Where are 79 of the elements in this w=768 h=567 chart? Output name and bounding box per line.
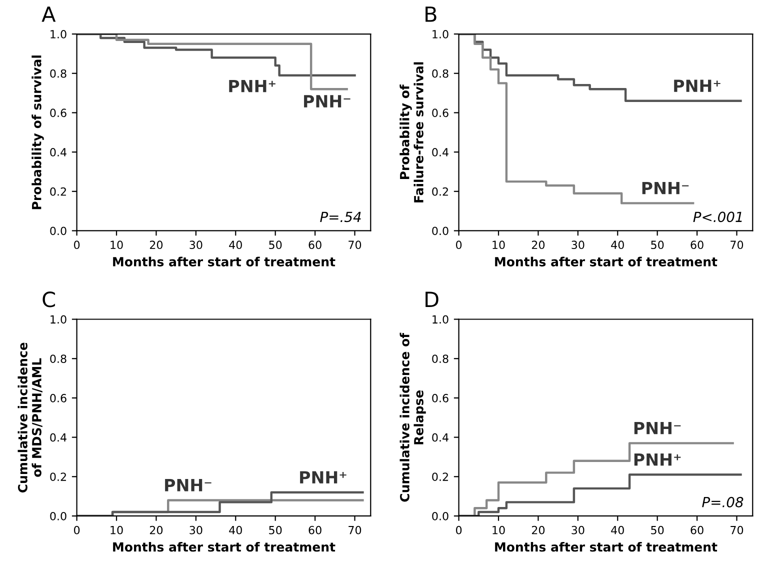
x-tick-label: 20	[532, 240, 545, 250]
x-tick-label: 0	[456, 240, 462, 250]
y-axis-title: Probability of Failure-free survival	[400, 62, 424, 202]
y-tick-label: 0.2	[432, 472, 448, 482]
y-tick-label: 0.0	[50, 226, 66, 236]
y-tick-label: 0.2	[50, 187, 66, 196]
annotation: P=.08	[702, 496, 744, 508]
x-tick-label: 50	[651, 240, 664, 250]
x-tick-label: 30	[572, 526, 584, 534]
y-tick-label: 0.0	[432, 512, 448, 520]
y-tick-label: 1.0	[432, 315, 448, 324]
y-tick-label: 0.2	[432, 187, 448, 196]
chart-title: D	[426, 292, 438, 307]
x-tick-label: 60	[308, 526, 322, 534]
annotation: PNH⁻	[634, 422, 681, 434]
x-tick-label: 20	[532, 526, 545, 534]
x-tick-label: 0	[74, 240, 80, 250]
x-tick-label: 10	[110, 240, 123, 250]
y-tick-label: 0.2	[50, 472, 66, 482]
x-tick-label: 30	[190, 240, 202, 250]
annotation: PNH⁺	[634, 453, 681, 466]
x-tick-label: 60	[308, 240, 322, 250]
y-tick-label: 1.0	[50, 30, 66, 38]
x-tick-label: 50	[651, 526, 664, 534]
x-tick-label: 20	[150, 526, 163, 534]
x-tick-label: 10	[492, 240, 505, 250]
x-tick-label: 50	[269, 526, 282, 534]
y-axis-title: Cumulative incidence of MDS/PNH/AML	[18, 342, 42, 493]
chart-title: A	[42, 6, 56, 22]
x-tick-label: 50	[269, 240, 282, 250]
annotation: PNH⁺	[300, 471, 346, 484]
y-tick-label: 0.8	[432, 69, 448, 78]
x-tick-label: 70	[348, 526, 362, 534]
x-axis-title: Months after start of treatment	[113, 542, 336, 552]
x-tick-label: 60	[690, 240, 704, 250]
y-tick-label: 0.0	[432, 226, 448, 236]
x-tick-label: 30	[572, 240, 584, 250]
y-tick-label: 0.6	[50, 394, 66, 402]
x-axis-title: Months after start of treatment	[113, 256, 336, 266]
y-tick-label: 1.0	[50, 315, 66, 324]
annotation: PNH⁺	[229, 80, 276, 92]
x-tick-label: 70	[730, 526, 744, 534]
x-tick-label: 30	[190, 526, 202, 534]
y-tick-label: 0.6	[432, 108, 448, 118]
x-tick-label: 10	[492, 526, 505, 534]
y-tick-label: 0.4	[50, 148, 66, 156]
annotation: PNH⁻	[642, 182, 689, 194]
y-tick-label: 0.8	[50, 354, 66, 363]
x-tick-label: 10	[110, 526, 123, 534]
x-tick-label: 0	[456, 526, 462, 534]
x-tick-label: 0	[74, 526, 80, 534]
y-tick-label: 0.0	[50, 512, 66, 520]
y-tick-label: 0.4	[432, 148, 448, 156]
x-tick-label: 70	[730, 240, 744, 250]
annotation: PNH⁻	[304, 95, 350, 108]
x-tick-label: 40	[229, 526, 242, 534]
y-tick-label: 0.4	[50, 433, 66, 442]
annotation: P<.001	[693, 212, 742, 222]
y-tick-label: 0.8	[50, 69, 66, 78]
annotation: PNH⁺	[674, 80, 720, 92]
x-tick-label: 60	[690, 526, 704, 534]
y-tick-label: 0.8	[432, 354, 448, 363]
y-tick-label: 1.0	[432, 30, 448, 38]
x-tick-label: 40	[229, 240, 242, 250]
annotation: PNH⁻	[165, 479, 212, 492]
chart-title: B	[426, 6, 436, 22]
y-tick-label: 0.4	[432, 433, 448, 442]
x-tick-label: 70	[348, 240, 362, 250]
y-tick-label: 0.6	[50, 108, 66, 118]
chart-title: C	[42, 292, 55, 308]
y-axis-title: Cumulative incidence of Relapse	[400, 332, 426, 502]
y-axis-title: Probability of survival	[32, 56, 44, 210]
x-axis-title: Months after start of treatment	[495, 256, 718, 266]
x-tick-label: 40	[611, 526, 624, 534]
y-tick-label: 0.6	[432, 394, 448, 402]
annotation: P=.54	[320, 212, 361, 222]
x-tick-label: 20	[150, 240, 163, 250]
x-axis-title: Months after start of treatment	[495, 542, 718, 552]
x-tick-label: 40	[611, 240, 624, 250]
